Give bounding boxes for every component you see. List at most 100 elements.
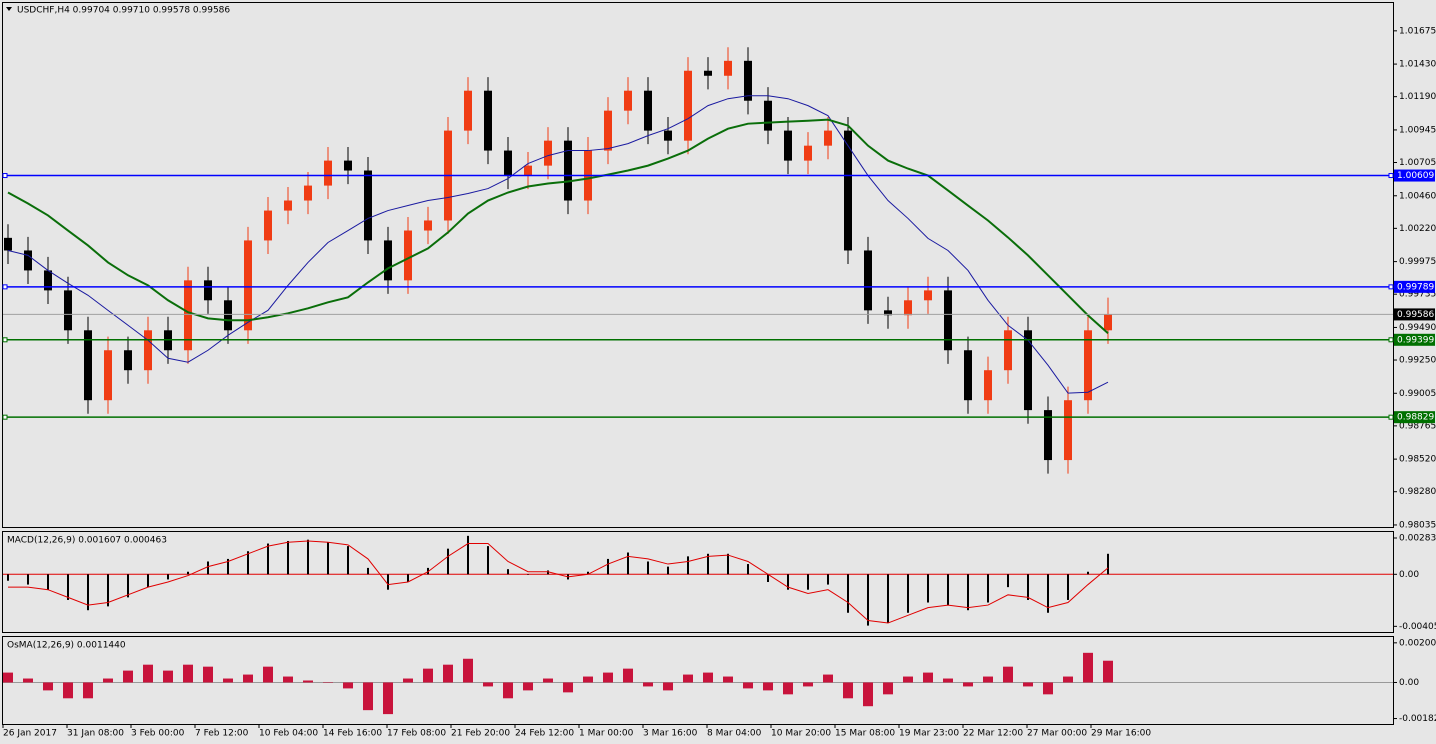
y-tick-label: 1.00220 [1399,224,1436,234]
osma-bar [783,682,793,695]
candle-body [544,140,552,166]
macd-bar [1087,571,1089,575]
osma-bar [623,668,633,683]
y-tick-label: 0.99005 [1399,389,1436,399]
moving-average [7,95,1109,394]
macd-bar [507,569,509,575]
osma-bar [983,676,993,683]
macd-bar [967,574,969,611]
candle-body [884,310,892,316]
last-price-box [1394,308,1435,321]
y-tick-label: 0.98280 [1399,487,1436,497]
x-tick-label: 1 Mar 00:00 [579,729,634,739]
candle-body [1064,400,1072,461]
candle-body [944,290,952,351]
y-tick-label: 1.00945 [1399,125,1436,135]
macd-bar [307,539,309,575]
osma-bar [243,674,253,683]
x-tick-label: 3 Feb 00:00 [131,729,185,739]
osma-bar [283,676,293,683]
osma-bar [883,682,893,695]
x-tick-label: 29 Mar 16:00 [1091,729,1151,739]
macd-bar [627,552,629,575]
level-box [1394,333,1435,346]
osma-bar [303,680,313,683]
macd-bar [167,574,169,580]
candle-body [904,300,912,316]
y-tick-label: 1.00705 [1399,158,1436,168]
candle-body [504,150,512,176]
y-tick-label: 1.01190 [1399,92,1436,102]
x-tick-label: 19 Mar 23:00 [899,729,959,739]
candle-body [964,350,972,401]
macd-bar [7,574,9,581]
osma-bar [803,682,813,687]
macd-bar [1067,574,1069,600]
y-tick-label: 1.01430 [1399,60,1436,70]
x-tick-label: 8 Mar 04:00 [707,729,762,739]
osma-bar [1063,676,1073,683]
candle-body [184,280,192,351]
candle-body [1084,330,1092,401]
osma-bar [683,674,693,683]
level-handle [2,284,8,290]
candle-body [744,60,752,101]
candle-body [764,100,772,131]
candle-body [244,240,252,331]
candle-body [684,70,692,141]
level-label: 0.98829 [1397,413,1434,423]
macd-bar [487,546,489,575]
candle-body [84,330,92,401]
osma-bar [543,678,553,683]
y-tick-label: 0.99490 [1399,323,1436,333]
osma-bar [43,682,53,691]
macd-bar [387,574,389,590]
y-tick-label: 0.98765 [1399,421,1436,431]
osma-title: OsMA(12,26,9) 0.0011440 [7,641,126,651]
candle-body [1004,330,1012,371]
y-tick-label: 0.98035 [1399,520,1436,530]
osma-bar [123,670,133,683]
candle-body [484,90,492,151]
macd-bar [527,574,529,575]
osma-bar [723,676,733,683]
level-handle [1388,284,1394,290]
level-handle [2,337,8,343]
x-tick-label: 26 Jan 2017 [3,729,57,739]
macd-bar [327,542,329,575]
macd-bar [1027,574,1029,600]
candle-body [924,290,932,301]
candle-body [284,200,292,211]
osma-bar [963,682,973,687]
macd-bar [727,553,729,575]
osma-bar [663,682,673,691]
osma-bar [643,682,653,687]
y-tick-label: -0.004058 [1399,622,1436,632]
osma-bar [203,666,213,683]
level-handle [1388,173,1394,179]
macd-bar [447,548,449,575]
candle-body [124,350,132,371]
macd-bar [907,574,909,613]
macd-signal [8,540,1109,624]
level-handle [1388,337,1394,343]
candle-body [864,250,872,311]
osma-bar [223,678,233,683]
level-box [1394,280,1435,293]
osma-bar [523,682,533,691]
macd-bar [467,535,469,575]
level-label: 0.99399 [1397,335,1434,345]
osma-bar [843,682,853,699]
osma-bar [563,682,573,693]
osma-bar [403,678,413,683]
candle-body [404,230,412,281]
macd-bar [687,556,689,575]
candle-body [324,160,332,186]
x-tick-label: 15 Mar 08:00 [835,729,895,739]
level-handle [2,414,8,420]
macd-bar [107,574,109,607]
collapse-arrow[interactable] [6,7,12,11]
osma-bar [943,678,953,683]
